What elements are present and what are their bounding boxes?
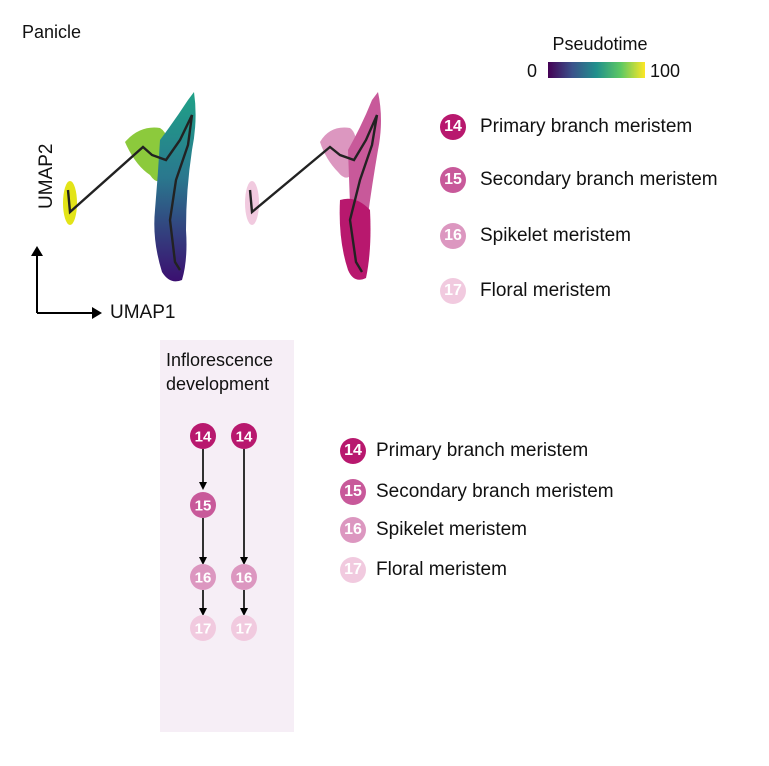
panel-title: Panicle [22,22,82,42]
legend-item-16: 16 Spikelet meristem [340,517,527,543]
node-15 [190,492,216,518]
legend-label: Floral meristem [376,559,507,580]
cluster-badge-15: 15 [440,167,466,193]
legend-item-17: 17 Floral meristem [440,278,611,304]
legend-item-16: 16 Spikelet meristem [440,223,631,249]
node-16 [190,564,216,590]
pseudotime-title: Pseudotime [552,34,648,54]
umap1-arrowhead [92,307,102,319]
node-17 [190,615,216,641]
pseudotime-max-label: 100 [650,61,681,81]
umap2-axis-label: UMAP2 [36,143,57,209]
cluster-badge-15: 15 [340,479,366,505]
legend-label: Spikelet meristem [480,225,631,246]
node-17-label: 17 [195,621,212,638]
umap-plots [31,92,381,319]
development-title-line2: development [166,374,270,394]
pseudotime-min-label: 0 [527,61,538,81]
cluster-badge-14: 14 [340,438,366,464]
cluster-badge-16: 16 [340,517,366,543]
development-title: Inflorescence development [166,348,273,396]
arrowhead [240,557,248,565]
node-14 [190,423,216,449]
node-17 [231,615,257,641]
development-path-1: 14 15 16 17 [190,423,216,641]
node-15-label: 15 [195,498,212,515]
umap-pseudotime-plot [63,92,196,282]
legend-label: Secondary branch meristem [376,481,614,502]
node-16 [231,564,257,590]
cluster-badge-17: 17 [340,557,366,583]
trajectory-line [248,114,379,273]
node-14-label: 14 [195,429,212,446]
umap-cluster-plot [245,92,381,280]
cell-cluster-14 [339,198,371,280]
arrowhead [240,608,248,616]
development-title-line1: Inflorescence [166,350,274,370]
legend-item-15: 15 Secondary branch meristem [440,167,718,193]
cluster-badge-14: 14 [440,114,466,140]
legend-item-15: 15 Secondary branch meristem [340,479,614,505]
trajectory-line [66,114,194,271]
arrowhead [199,608,207,616]
umap-axes [31,246,102,319]
arrowhead [199,557,207,565]
legend-label: Secondary branch meristem [480,169,718,190]
legend-label: Spikelet meristem [376,519,527,540]
legend-item-14: 14 Primary branch meristem [340,438,588,464]
cluster-badge-16: 16 [440,223,466,249]
node-16-label: 16 [236,570,253,587]
development-path-2: 14 16 17 [231,423,257,641]
development-diagram: 14 15 16 17 14 16 17 [190,423,257,641]
cluster-badge-17: 17 [440,278,466,304]
legend-item-14: 14 Primary branch meristem [440,114,692,140]
legend-label: Primary branch meristem [376,440,589,461]
development-panel [160,340,294,732]
umap1-axis-label: UMAP1 [110,302,176,323]
legend-item-17: 17 Floral meristem [340,557,507,583]
legend-label: Primary branch meristem [480,116,693,137]
node-16-label: 16 [195,570,212,587]
node-14-label: 14 [236,429,253,446]
arrowhead [199,482,207,490]
legend-label: Floral meristem [480,280,611,301]
node-14 [231,423,257,449]
node-17-label: 17 [236,621,253,638]
pseudotime-colorbar [548,62,645,78]
umap2-arrowhead [31,246,43,256]
